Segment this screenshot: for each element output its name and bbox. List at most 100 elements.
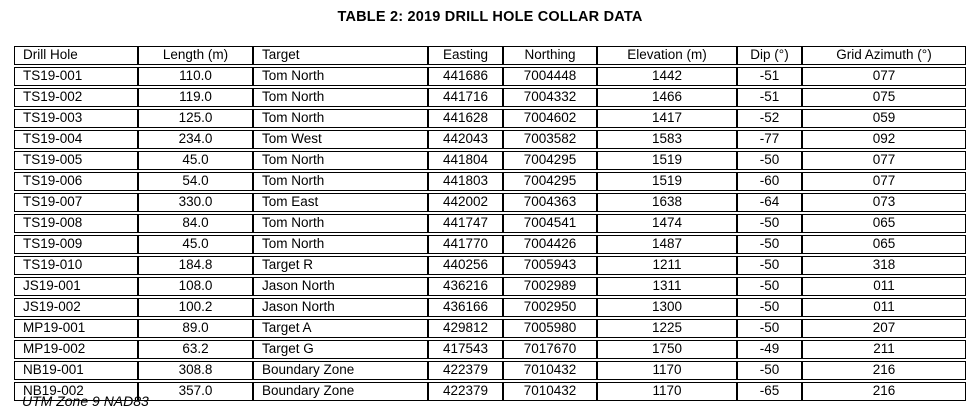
table-cell: -49	[737, 340, 802, 359]
table-row: TS19-007 330.0 Tom East 442002 7004363 1638 -6…	[14, 193, 966, 212]
table-cell: 7002950	[503, 298, 597, 317]
table-cell: 357.0	[138, 382, 253, 401]
table-cell: 7005943	[503, 256, 597, 275]
table-cell: 7004295	[503, 172, 597, 191]
table-cell: 073	[802, 193, 966, 212]
table-cell: 216	[802, 361, 966, 380]
table-cell: JS19-002	[14, 298, 138, 317]
table-cell: 1225	[597, 319, 737, 338]
column-header: Target	[253, 46, 428, 65]
table-cell: 065	[802, 235, 966, 254]
table-cell: 1474	[597, 214, 737, 233]
table-cell: 011	[802, 298, 966, 317]
table-cell: 7004332	[503, 88, 597, 107]
table-cell: 1519	[597, 151, 737, 170]
table-cell: -50	[737, 277, 802, 296]
table-cell: 100.2	[138, 298, 253, 317]
table-cell: TS19-002	[14, 88, 138, 107]
table-title: TABLE 2: 2019 DRILL HOLE COLLAR DATA	[337, 9, 643, 25]
table-row: TS19-004 234.0 Tom West 442043 7003582 1583 -7…	[14, 130, 966, 149]
table-cell: 1638	[597, 193, 737, 212]
table-cell: Tom North	[253, 67, 428, 86]
table-cell: 7002989	[503, 277, 597, 296]
table-cell: 1466	[597, 88, 737, 107]
column-header: Elevation (m)	[597, 46, 737, 65]
table-row: TS19-010 184.8 Target R 440256 7005943 1211 -5…	[14, 256, 966, 275]
table-cell: 7010432	[503, 382, 597, 401]
table-cell: 092	[802, 130, 966, 149]
table-cell: Boundary Zone	[253, 382, 428, 401]
table-cell: 7004426	[503, 235, 597, 254]
table-cell: Tom North	[253, 109, 428, 128]
table-cell: 065	[802, 214, 966, 233]
table-cell: -60	[737, 172, 802, 191]
table-row: MP19-002 63.2 Target G 417543 7017670 1750 -49…	[14, 340, 966, 359]
table-cell: 7004541	[503, 214, 597, 233]
table-cell: 7004295	[503, 151, 597, 170]
table-cell: 422379	[428, 382, 503, 401]
table-cell: 441747	[428, 214, 503, 233]
table-cell: 1583	[597, 130, 737, 149]
table-row: MP19-001 89.0 Target A 429812 7005980 1225 -50…	[14, 319, 966, 338]
table-row: TS19-001 110.0 Tom North 441686 7004448 1442-…	[14, 67, 966, 86]
table-cell: 422379	[428, 361, 503, 380]
table-cell: 308.8	[138, 361, 253, 380]
table-cell: 1211	[597, 256, 737, 275]
table-cell: 441628	[428, 109, 503, 128]
table-cell: -52	[737, 109, 802, 128]
table-cell: 441686	[428, 67, 503, 86]
table-cell: JS19-001	[14, 277, 138, 296]
table-cell: 119.0	[138, 88, 253, 107]
table-row: TS19-008 84.0 Tom North 441747 7004541 1474 -5…	[14, 214, 966, 233]
column-header: Length (m)	[138, 46, 253, 65]
table-cell: -50	[737, 361, 802, 380]
table-cell: TS19-009	[14, 235, 138, 254]
table-cell: 436166	[428, 298, 503, 317]
table-cell: 184.8	[138, 256, 253, 275]
table-cell: 441804	[428, 151, 503, 170]
table-cell: 077	[802, 172, 966, 191]
table-cell: 89.0	[138, 319, 253, 338]
table-cell: NB19-002	[14, 382, 138, 401]
table-cell: 442043	[428, 130, 503, 149]
table-cell: TS19-004	[14, 130, 138, 149]
table-cell: -64	[737, 193, 802, 212]
table-cell: Tom West	[253, 130, 428, 149]
table-cell: 440256	[428, 256, 503, 275]
table-row: JS19-001 108.0 Jason North 436216 7002989 131…	[14, 277, 966, 296]
table-cell: NB19-001	[14, 361, 138, 380]
table-cell: -50	[737, 319, 802, 338]
table-cell: TS19-005	[14, 151, 138, 170]
column-header: Grid Azimuth (°)	[802, 46, 966, 65]
table-cell: 7010432	[503, 361, 597, 380]
table-cell: 318	[802, 256, 966, 275]
table-cell: 059	[802, 109, 966, 128]
table-cell: 45.0	[138, 151, 253, 170]
table-cell: TS19-008	[14, 214, 138, 233]
table-cell: 075	[802, 88, 966, 107]
table-cell: 54.0	[138, 172, 253, 191]
table-cell: MP19-001	[14, 319, 138, 338]
table-cell: MP19-002	[14, 340, 138, 359]
table-row: NB19-001 308.8 Boundary Zone 422379 7010432 1…	[14, 361, 966, 380]
table-cell: Tom North	[253, 151, 428, 170]
table-cell: Jason North	[253, 298, 428, 317]
table-cell: 429812	[428, 319, 503, 338]
table-row: JS19-002 100.2 Jason North 436166 7002950 130…	[14, 298, 966, 317]
table-cell: Tom North	[253, 88, 428, 107]
table-cell: 234.0	[138, 130, 253, 149]
column-header: Dip (°)	[737, 46, 802, 65]
table-cell: 63.2	[138, 340, 253, 359]
table-cell: TS19-006	[14, 172, 138, 191]
table-cell: -51	[737, 67, 802, 86]
table-cell: Jason North	[253, 277, 428, 296]
table-row: TS19-003 125.0 Tom North 441628 7004602 1417-…	[14, 109, 966, 128]
table-cell: 216	[802, 382, 966, 401]
table-cell: Target G	[253, 340, 428, 359]
table-cell: 108.0	[138, 277, 253, 296]
table-cell: 077	[802, 67, 966, 86]
table-cell: 417543	[428, 340, 503, 359]
table-cell: -50	[737, 151, 802, 170]
table-cell: Target A	[253, 319, 428, 338]
